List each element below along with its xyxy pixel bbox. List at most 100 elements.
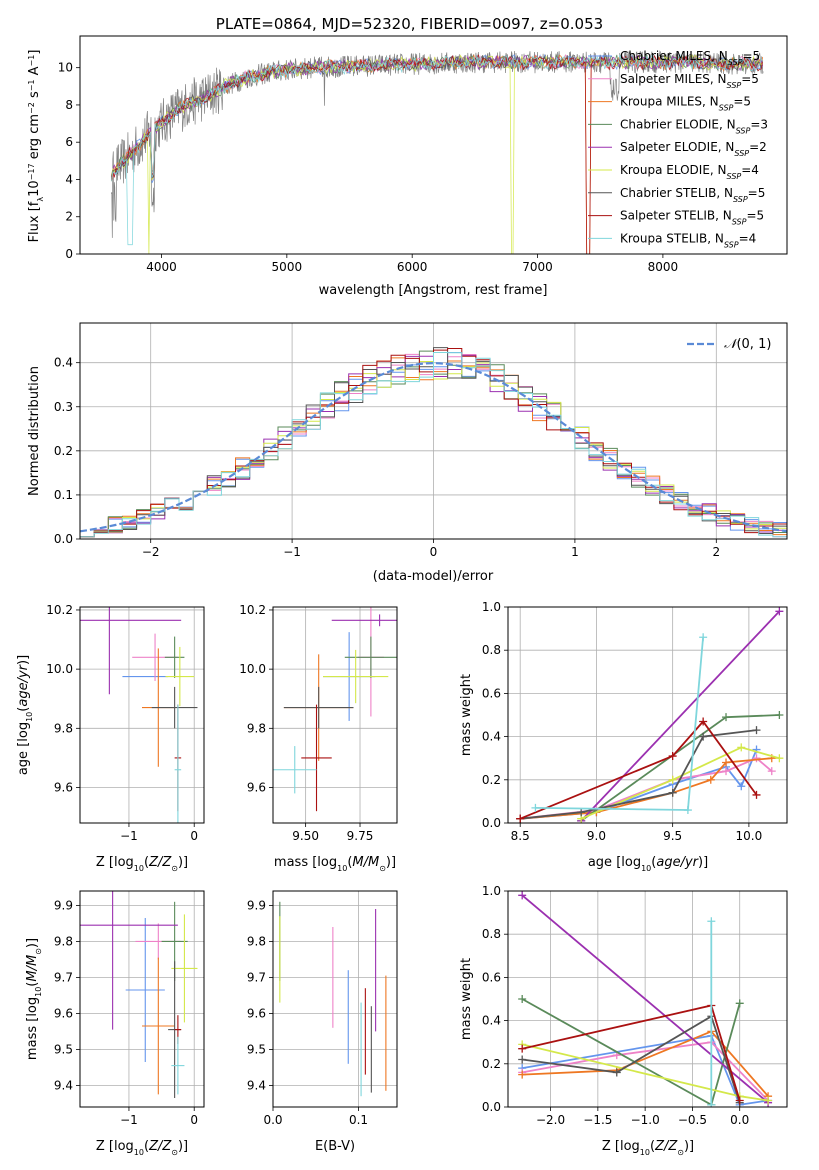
x-tick-label: 9.50 — [292, 829, 319, 843]
x-tick-label: −2 — [142, 545, 160, 559]
y-tick-label: 0.2 — [54, 444, 73, 458]
y-tick-label: 0.2 — [482, 773, 501, 787]
marker-salpeter_stelib — [518, 1044, 527, 1053]
y-tick-label: 9.4 — [247, 1078, 266, 1092]
text-span: )] — [178, 855, 188, 870]
text-span: SSP — [736, 126, 751, 135]
text-span: 10 — [27, 180, 42, 197]
legend-label: 𝒩(0, 1) — [724, 337, 771, 352]
marker-chabrier_miles — [737, 782, 746, 791]
line-salpeter_miles — [522, 1041, 769, 1102]
text-span: Kroupa MILES, N — [620, 95, 719, 109]
marker-chabrier_elodie — [775, 711, 784, 719]
text-span: age/yr — [16, 663, 31, 706]
axes-frame — [79, 890, 205, 1108]
x-tick-label: 0.0 — [730, 1113, 749, 1127]
text-span: Kroupa ELODIE, N — [620, 163, 727, 177]
y-tick-label: 0.8 — [482, 643, 501, 657]
text-span: ( — [144, 1139, 149, 1154]
legend-label: Chabrier MILES, NSSP=5 — [620, 49, 760, 67]
text-span: =2 — [749, 140, 767, 154]
x-tick-label: −1 — [120, 1113, 138, 1127]
mass-vs-extinction-axes: 0.0 0.1 9.4 9.5 9.6 9.7 9.8 9.9 — [247, 890, 398, 1127]
text-span: SSP — [728, 58, 743, 67]
text-span: 10 — [337, 864, 347, 873]
x-tick-label: 4000 — [146, 260, 177, 274]
y-tick-label: 9.4 — [54, 1078, 73, 1092]
text-span: 10 — [640, 1148, 650, 1157]
x-axis-label: age [log10(age/yr)] — [588, 855, 708, 873]
marker-chabrier_stelib — [518, 1055, 527, 1064]
y-tick-label: 0.8 — [482, 927, 501, 941]
model-chabrier_elodie-line — [110, 54, 764, 180]
text-span: Z/Z — [148, 1139, 172, 1154]
x-tick-label: 1 — [571, 545, 579, 559]
y-tick-label: 9.8 — [247, 721, 266, 735]
text-span: SSP — [727, 80, 742, 89]
x-axis-label: wavelength [Angstrom, rest frame] — [319, 283, 548, 298]
age-vs-metallicity-axes: −1 0 9.6 9.8 10.0 10.2 — [46, 603, 205, 843]
y-tick-label: 10 — [58, 61, 73, 75]
text-span: Z [log — [602, 1139, 640, 1154]
y-tick-label: 9.5 — [247, 1042, 266, 1056]
text-span: −1 — [27, 55, 36, 67]
marker-kroupa_miles — [706, 775, 715, 784]
legend-label: Salpeter STELIB, NSSP=5 — [620, 209, 764, 227]
text-span: 10 — [641, 864, 651, 873]
marker-kroupa_miles — [722, 758, 731, 767]
text-span: (0, 1) — [736, 337, 771, 352]
x-tick-label: −1 — [120, 829, 138, 843]
x-tick-label: 0 — [190, 1113, 198, 1127]
text-span: Chabrier ELODIE, N — [620, 117, 736, 131]
x-tick-label: 2 — [712, 545, 720, 559]
text-span: Kroupa STELIB, N — [620, 231, 724, 245]
legend-label: Kroupa STELIB, NSSP=4 — [620, 231, 756, 249]
text-span: )] — [684, 1139, 694, 1154]
y-tick-label: 0 — [65, 247, 73, 261]
marker-salpeter_miles — [767, 767, 776, 776]
y-tick-label: 9.6 — [247, 780, 266, 794]
x-tick-label: 5000 — [272, 260, 303, 274]
x-axis-label: Z [log10(Z/Z⊙)] — [96, 1139, 188, 1157]
text-span: Z [log — [96, 1139, 134, 1154]
x-axis-label: Z [log10(Z/Z⊙)] — [96, 855, 188, 873]
normal-curve — [80, 361, 787, 533]
text-span: )] — [386, 855, 396, 870]
x-tick-label: 9.75 — [347, 829, 374, 843]
y-tick-label: 0.0 — [54, 532, 73, 546]
line-chabrier_stelib — [522, 1014, 741, 1103]
y-axis-label: mass weight — [459, 674, 474, 756]
y-tick-label: 10.2 — [239, 603, 266, 617]
y-tick-label: 0.2 — [482, 1057, 501, 1071]
marker-chabrier_stelib — [699, 732, 708, 741]
y-tick-label: 0.4 — [54, 356, 73, 370]
text-span: =5 — [748, 186, 766, 200]
text-span: age [log — [16, 722, 31, 775]
x-axis-label: Z [log10(Z/Z⊙)] — [602, 1139, 694, 1157]
marker-kroupa_stelib — [699, 633, 708, 642]
axes-frame — [272, 606, 398, 824]
text-span: =5 — [742, 49, 760, 63]
text-span: Flux [f — [27, 201, 42, 242]
axes-frame — [79, 606, 205, 824]
marker-salpeter_stelib — [516, 814, 525, 823]
y-tick-label: 1.0 — [482, 600, 501, 614]
histogram-axes: −2 −1 0 1 2 0.0 0.1 0.2 0.3 0.4 — [54, 322, 788, 559]
text-span: 10 — [25, 712, 34, 722]
text-span: Chabrier MILES, N — [620, 49, 728, 63]
text-span: ⊙ — [171, 1148, 178, 1157]
x-tick-label: 0 — [190, 829, 198, 843]
y-axis-label: mass weight — [459, 958, 474, 1040]
marker-salpeter_miles — [752, 754, 761, 763]
marker-salpeter_stelib — [668, 752, 677, 761]
y-tick-label: 9.7 — [54, 970, 73, 984]
y-tick-label: 0.6 — [482, 686, 501, 700]
axes-frame — [272, 890, 398, 1108]
plot-area — [273, 607, 397, 812]
x-tick-label: 0.1 — [349, 1113, 368, 1127]
marker-kroupa_stelib — [707, 1100, 716, 1107]
text-span: age/yr — [656, 855, 699, 870]
text-span: )] — [698, 855, 708, 870]
y-tick-label: 9.9 — [54, 898, 73, 912]
marker-salpeter_elodie — [518, 891, 527, 900]
